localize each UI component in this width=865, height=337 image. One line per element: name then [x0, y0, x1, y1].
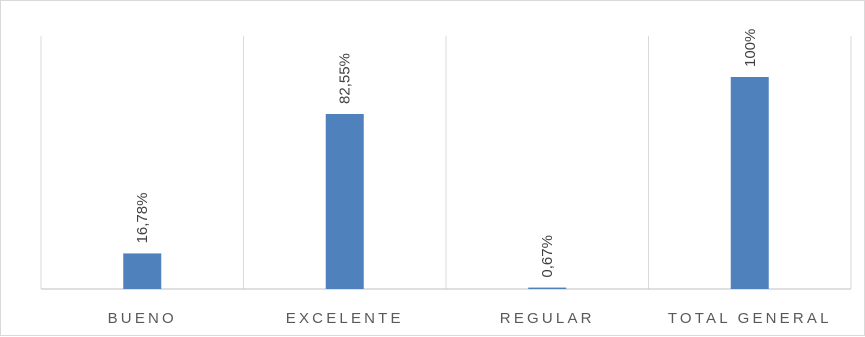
data-label-excelente: 82,55% [337, 53, 354, 104]
x-tick-label-excelente: EXCELENTE [286, 310, 404, 327]
data-label-bueno: 16,78% [134, 193, 151, 244]
data-label-total-general: 100% [742, 29, 759, 67]
bar-excelente [326, 114, 364, 289]
bar-total-general [731, 77, 769, 289]
bar-regular [528, 288, 566, 289]
bar-bueno [123, 253, 161, 289]
data-label-regular: 0,67% [539, 235, 556, 278]
x-tick-label-regular: REGULAR [500, 310, 595, 327]
x-tick-label-total-general: TOTAL GENERAL [668, 310, 832, 327]
x-tick-label-bueno: BUENO [108, 310, 177, 327]
